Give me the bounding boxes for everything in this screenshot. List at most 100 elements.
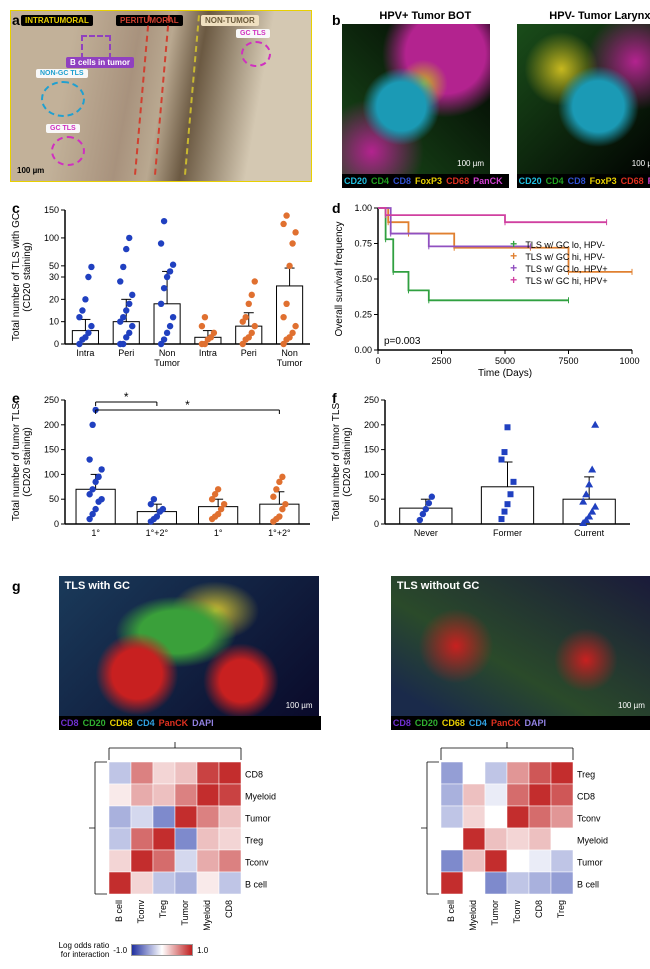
tls-label: NON-GC TLS (36, 69, 88, 78)
tls-circle (241, 41, 271, 67)
svg-text:Peri: Peri (118, 348, 134, 358)
svg-text:Intra: Intra (199, 348, 217, 358)
tls-label: GC TLS (46, 124, 80, 133)
svg-text:Treg: Treg (158, 900, 168, 918)
svg-text:1°: 1° (91, 528, 100, 538)
scalebar: 100 µm (457, 159, 484, 168)
marker-cd20: CD20 (519, 176, 542, 186)
svg-text:1.00: 1.00 (354, 203, 372, 213)
svg-text:Tumor: Tumor (245, 813, 271, 823)
svg-text:Myeloid: Myeloid (245, 791, 276, 801)
panel-label-c: c (12, 200, 20, 216)
mplex-title-1: HPV+ Tumor BOT (342, 10, 509, 22)
svg-text:250: 250 (364, 395, 379, 405)
g-image-withgc: TLS with GC 100 µm (59, 576, 319, 716)
svg-text:50: 50 (49, 494, 59, 504)
panel-label-g: g (12, 578, 21, 961)
svg-text:0: 0 (54, 519, 59, 529)
svg-text:B cell: B cell (114, 900, 124, 922)
svg-text:10000: 10000 (619, 356, 640, 366)
tls-circle (51, 136, 85, 166)
marker-dapi: DAPI (192, 718, 214, 728)
svg-text:Tumor: Tumor (277, 358, 303, 368)
tumor-box (81, 35, 111, 59)
region-tag: INTRATUMORAL (21, 15, 93, 26)
marker-legend: CD8CD20CD68CD4PanCKDAPI (59, 716, 321, 730)
heatmap-withoutgc: TregCD8TconvMyeloidTumorB cellB cellMyel… (391, 740, 650, 930)
scalebar: 100 µm (17, 166, 44, 175)
marker-legend: CD20CD4CD8FoxP3CD68PanCK (517, 174, 650, 188)
svg-text:Former: Former (493, 528, 522, 538)
svg-text:Treg: Treg (556, 900, 566, 918)
svg-text:+: + (510, 273, 517, 287)
marker-dapi: DAPI (524, 718, 546, 728)
g-title-1: TLS with GC (65, 580, 130, 592)
panel-c: c 010203050100150Total number of TLS wit… (10, 198, 320, 378)
svg-text:0.75: 0.75 (354, 239, 372, 249)
marker-cd68: CD68 (621, 176, 644, 186)
svg-text:*: * (124, 390, 129, 404)
svg-text:Current: Current (574, 528, 605, 538)
figure: a 100 µm INTRATUMORALPERITUMORALNON-TUMO… (10, 10, 640, 959)
chart-d: 0250050007500100000.000.250.500.751.00Ti… (330, 198, 640, 378)
tls-label: GC TLS (236, 29, 270, 38)
svg-text:150: 150 (44, 445, 59, 455)
svg-text:CD8: CD8 (245, 769, 263, 779)
colorbar-gradient (131, 944, 193, 956)
chart-e: 050100150200250Total number of tumor TLS… (10, 388, 320, 558)
svg-text:Tconv: Tconv (245, 857, 269, 867)
multiplex-image-1: 100 µm (342, 24, 490, 174)
marker-cd68: CD68 (446, 176, 469, 186)
svg-text:Tumor: Tumor (154, 358, 180, 368)
svg-text:TLS w/ GC hi, HPV-: TLS w/ GC hi, HPV- (525, 252, 605, 262)
svg-text:B cell: B cell (446, 900, 456, 922)
panel-label-b: b (332, 12, 341, 28)
panel-label-e: e (12, 390, 20, 406)
chart-c: 010203050100150Total number of TLS with … (10, 198, 320, 378)
svg-text:200: 200 (364, 420, 379, 430)
scalebar: 100 µm (286, 701, 313, 710)
svg-text:30: 30 (49, 272, 59, 282)
marker-panck: PanCK (473, 176, 503, 186)
panel-label-d: d (332, 200, 341, 216)
svg-text:0: 0 (374, 519, 379, 529)
svg-text:Tumor: Tumor (490, 900, 500, 926)
colorbar-tick: 1.0 (197, 946, 208, 955)
marker-cd8: CD8 (568, 176, 586, 186)
svg-text:TLS w/ GC lo, HPV+: TLS w/ GC lo, HPV+ (525, 264, 607, 274)
panel-d: d 0250050007500100000.000.250.500.751.00… (330, 198, 650, 378)
svg-text:Time (Days): Time (Days) (478, 368, 532, 378)
histology-image: 100 µm INTRATUMORALPERITUMORALNON-TUMORB… (10, 10, 312, 182)
panel-e: e 050100150200250Total number of tumor T… (10, 388, 320, 558)
marker-foxp3: FoxP3 (590, 176, 617, 186)
svg-text:20: 20 (49, 294, 59, 304)
svg-text:Non: Non (159, 348, 176, 358)
marker-cd8: CD8 (393, 176, 411, 186)
marker-panck: PanCK (491, 718, 521, 728)
region-line (134, 15, 150, 175)
scalebar: 100 µm (618, 701, 645, 710)
mplex-title-2: HPV- Tumor Larynx (517, 10, 650, 22)
svg-text:CD8: CD8 (534, 900, 544, 918)
svg-text:B cell: B cell (577, 879, 599, 889)
svg-text:Myeloid: Myeloid (468, 900, 478, 930)
svg-text:Tumor: Tumor (577, 857, 603, 867)
panel-label-f: f (332, 390, 337, 406)
marker-cd20: CD20 (415, 718, 438, 728)
svg-text:Total number of tumor TLS(CD20: Total number of tumor TLS(CD20 staining) (11, 403, 33, 522)
svg-text:100: 100 (44, 233, 59, 243)
marker-foxp3: FoxP3 (415, 176, 442, 186)
svg-text:100: 100 (44, 469, 59, 479)
svg-text:10: 10 (49, 317, 59, 327)
svg-text:7500: 7500 (558, 356, 578, 366)
svg-text:CD8: CD8 (577, 791, 595, 801)
marker-cd20: CD20 (83, 718, 106, 728)
colorbar-tick: -1.0 (113, 946, 127, 955)
svg-text:0.50: 0.50 (354, 274, 372, 284)
svg-text:B cell: B cell (245, 879, 267, 889)
svg-text:150: 150 (44, 205, 59, 215)
marker-cd8: CD8 (61, 718, 79, 728)
svg-text:Total number of tumor TLS(CD20: Total number of tumor TLS(CD20 staining) (331, 403, 353, 522)
tls-circle (41, 81, 85, 117)
svg-text:TLS w/ GC lo, HPV-: TLS w/ GC lo, HPV- (525, 240, 605, 250)
